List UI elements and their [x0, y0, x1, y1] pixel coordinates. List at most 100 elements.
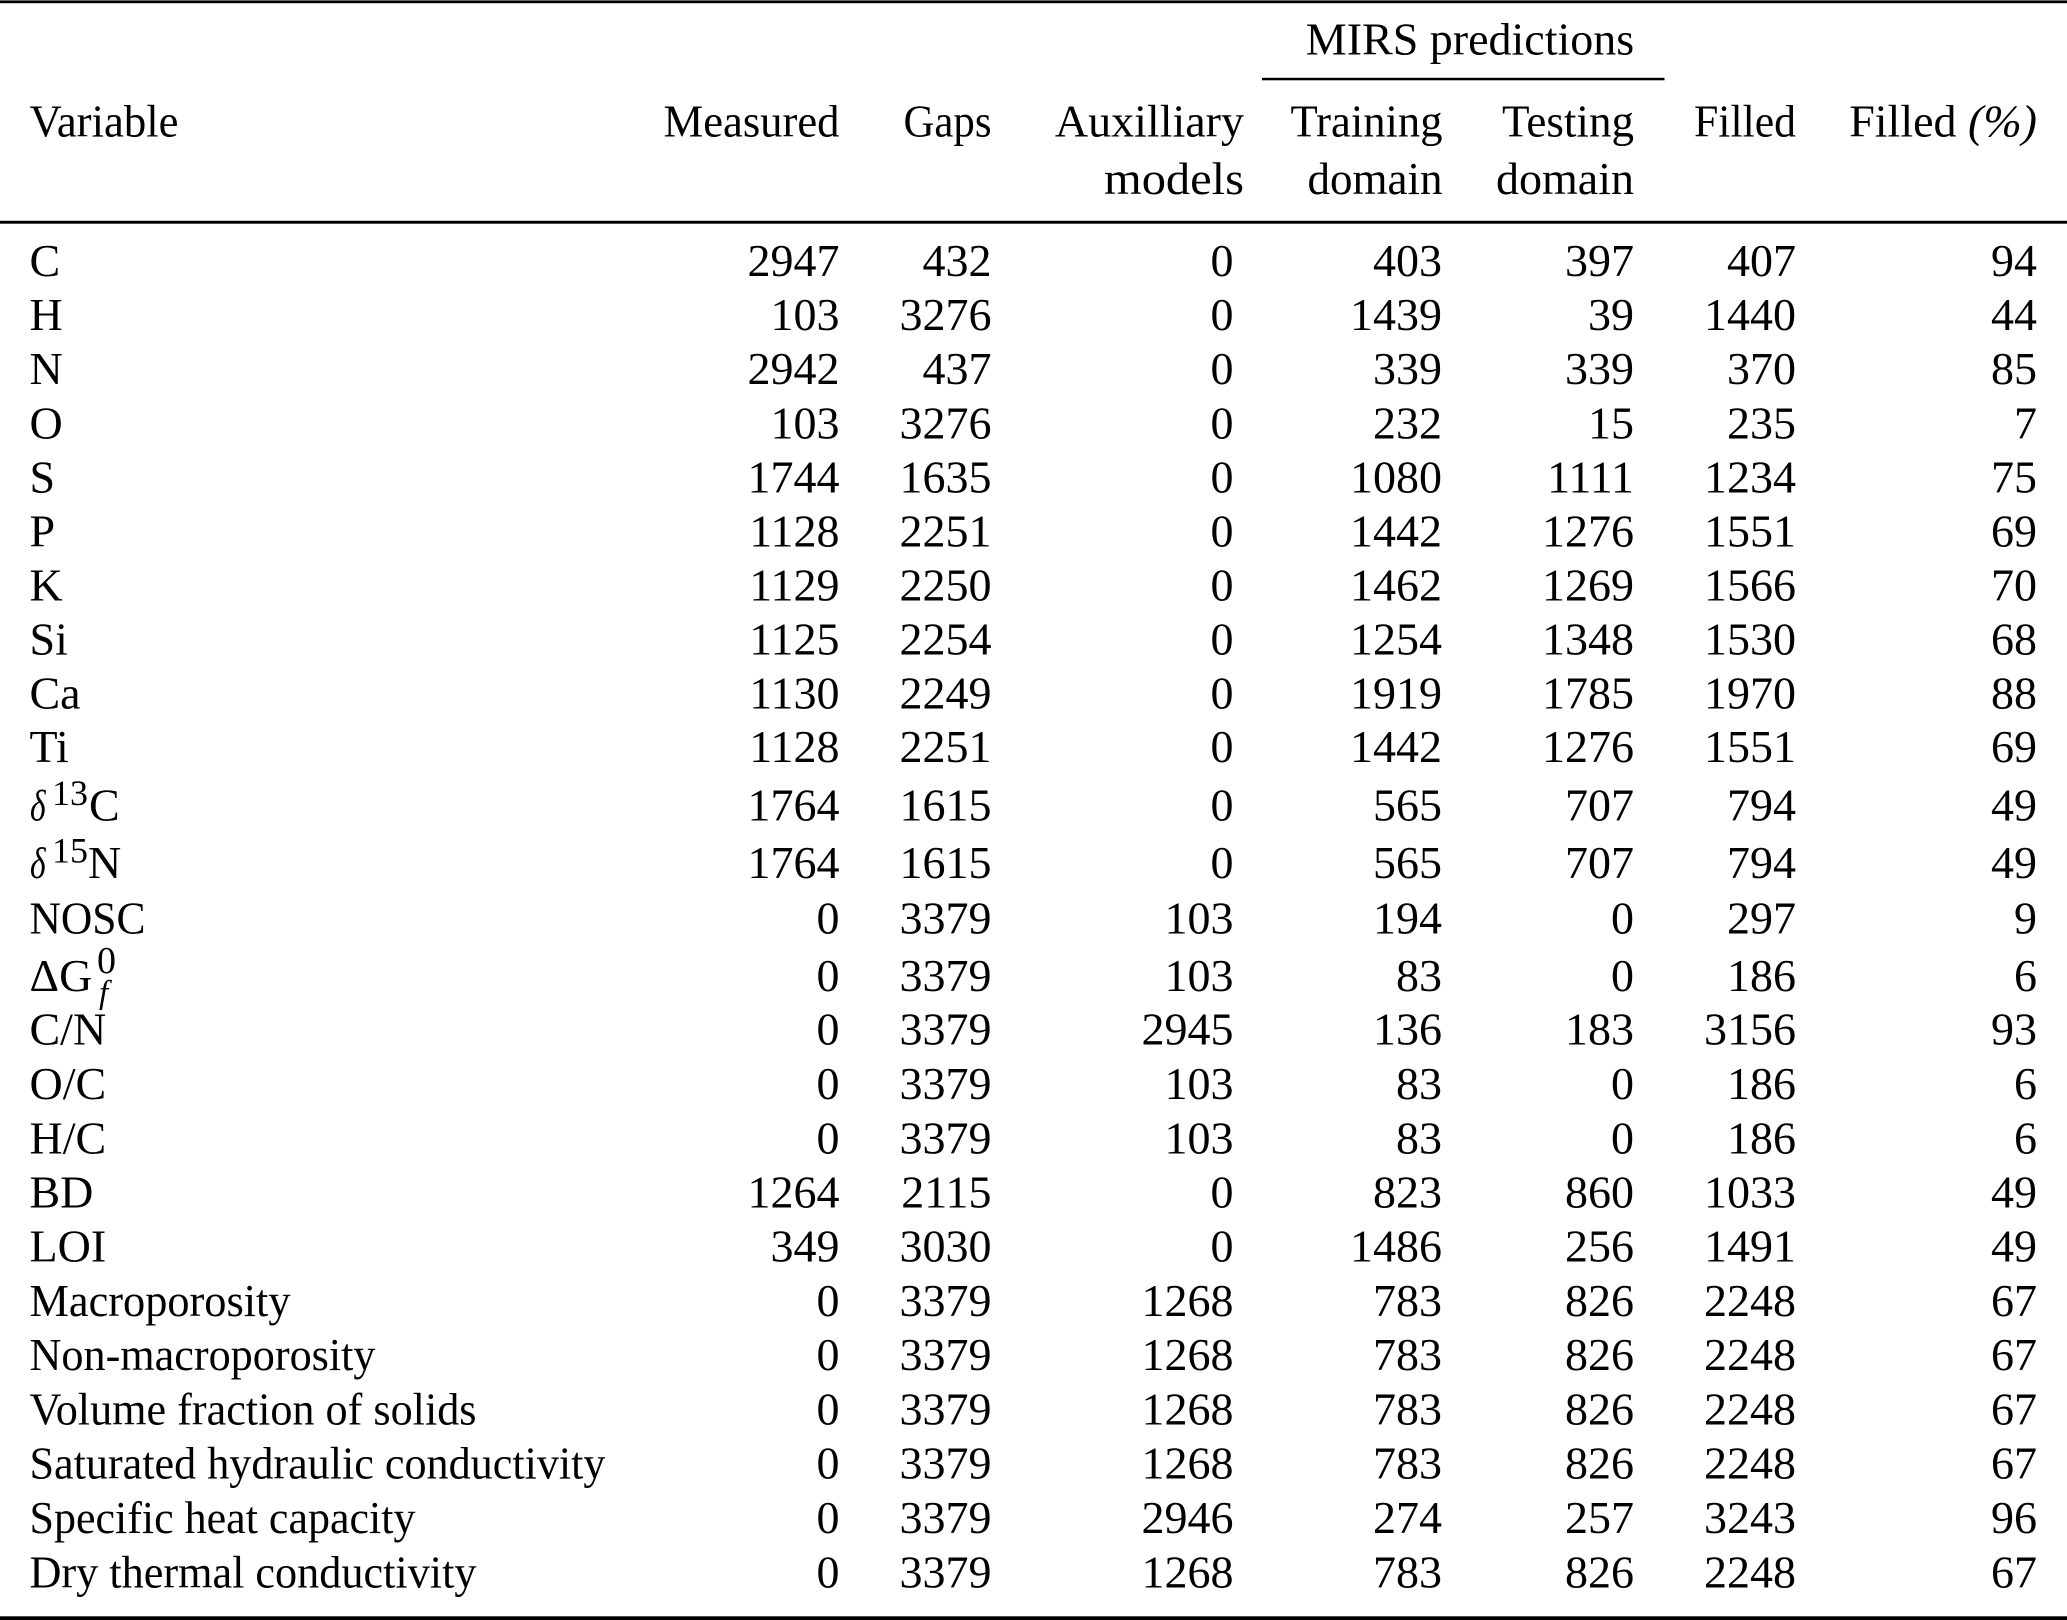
svg-text:6: 6 [2014, 950, 2037, 1001]
svg-text:LOI: LOI [30, 1221, 107, 1272]
svg-text:826: 826 [1565, 1384, 1634, 1435]
svg-text:0: 0 [817, 1438, 840, 1489]
svg-text:1268: 1268 [1142, 1547, 1234, 1598]
svg-text:1744: 1744 [748, 452, 840, 503]
svg-text:0: 0 [817, 1492, 840, 1543]
svg-text:2254: 2254 [900, 614, 992, 665]
svg-text:O: O [30, 398, 63, 449]
svg-text:Ca: Ca [30, 668, 81, 719]
svg-text:1268: 1268 [1142, 1384, 1234, 1435]
svg-text:103: 103 [771, 398, 840, 449]
svg-text:7: 7 [2014, 398, 2037, 449]
svg-text:67: 67 [1991, 1438, 2037, 1489]
svg-text:1268: 1268 [1142, 1329, 1234, 1380]
svg-text:O/C: O/C [30, 1058, 107, 1109]
svg-text:1128: 1128 [749, 506, 839, 557]
svg-text:85: 85 [1991, 343, 2037, 394]
svg-text:349: 349 [771, 1221, 840, 1272]
svg-text:Training: Training [1291, 95, 1443, 146]
svg-text:1268: 1268 [1142, 1275, 1234, 1326]
svg-text:103: 103 [1165, 950, 1234, 1001]
svg-text:1276: 1276 [1542, 506, 1634, 557]
svg-text:0: 0 [1211, 506, 1234, 557]
svg-text:0: 0 [1211, 452, 1234, 503]
svg-text:397: 397 [1565, 235, 1634, 286]
svg-text:domain: domain [1308, 153, 1443, 204]
svg-text:565: 565 [1373, 837, 1442, 888]
svg-text:183: 183 [1565, 1004, 1634, 1055]
svg-text:0: 0 [1211, 721, 1234, 772]
svg-text:0: 0 [97, 940, 116, 982]
svg-text:83: 83 [1396, 1058, 1442, 1109]
svg-text:2250: 2250 [900, 560, 992, 611]
svg-text:67: 67 [1991, 1275, 2037, 1326]
svg-text:75: 75 [1991, 452, 2037, 503]
svg-text:3243: 3243 [1704, 1492, 1796, 1543]
svg-text:44: 44 [1991, 289, 2037, 340]
svg-text:Volume fraction of solids: Volume fraction of solids [30, 1384, 477, 1435]
svg-text:49: 49 [1991, 1167, 2037, 1218]
svg-text:860: 860 [1565, 1167, 1634, 1218]
svg-text:0: 0 [1211, 1167, 1234, 1218]
svg-text:0: 0 [1211, 837, 1234, 888]
svg-text:1442: 1442 [1350, 506, 1442, 557]
svg-text:0: 0 [817, 1547, 840, 1598]
svg-text:794: 794 [1727, 780, 1796, 831]
svg-text:69: 69 [1991, 506, 2037, 557]
svg-text:0: 0 [1211, 668, 1234, 719]
svg-text:Specific heat capacity: Specific heat capacity [30, 1492, 416, 1543]
svg-text:103: 103 [771, 289, 840, 340]
svg-text:Filled (%): Filled (%) [1849, 95, 2037, 146]
svg-text:0: 0 [1211, 614, 1234, 665]
svg-text:3379: 3379 [900, 893, 992, 944]
svg-text:0: 0 [1611, 1058, 1634, 1109]
svg-text:1276: 1276 [1542, 721, 1634, 772]
svg-text:0: 0 [1211, 560, 1234, 611]
svg-text:297: 297 [1727, 893, 1796, 944]
svg-text:67: 67 [1991, 1329, 2037, 1380]
svg-text:274: 274 [1373, 1492, 1442, 1543]
svg-text:339: 339 [1565, 343, 1634, 394]
svg-text:565: 565 [1373, 780, 1442, 831]
svg-text:235: 235 [1727, 398, 1796, 449]
svg-text:49: 49 [1991, 780, 2037, 831]
svg-text:0: 0 [817, 1004, 840, 1055]
svg-text:1125: 1125 [749, 614, 839, 665]
svg-text:1785: 1785 [1542, 668, 1634, 719]
svg-text:2248: 2248 [1704, 1384, 1796, 1435]
svg-text:186: 186 [1727, 950, 1796, 1001]
svg-text:1440: 1440 [1704, 289, 1796, 340]
svg-text:826: 826 [1565, 1329, 1634, 1380]
svg-text:3379: 3379 [900, 1058, 992, 1109]
svg-text:49: 49 [1991, 837, 2037, 888]
svg-text:103: 103 [1165, 1113, 1234, 1164]
svg-text:407: 407 [1727, 235, 1796, 286]
svg-text:794: 794 [1727, 837, 1796, 888]
svg-text:232: 232 [1373, 398, 1442, 449]
svg-text:0: 0 [1611, 893, 1634, 944]
svg-text:3379: 3379 [900, 1492, 992, 1543]
svg-text:15: 15 [1588, 398, 1634, 449]
svg-text:BD: BD [30, 1167, 94, 1218]
svg-text:Macroporosity: Macroporosity [30, 1275, 291, 1326]
svg-text:186: 186 [1727, 1113, 1796, 1164]
svg-text:Gaps: Gaps [904, 95, 992, 146]
svg-text:δ: δ [30, 840, 46, 888]
svg-text:3379: 3379 [900, 1438, 992, 1489]
svg-text:2251: 2251 [900, 506, 992, 557]
svg-text:1764: 1764 [748, 780, 840, 831]
svg-text:1551: 1551 [1704, 721, 1796, 772]
svg-text:826: 826 [1565, 1547, 1634, 1598]
svg-text:Filled: Filled [1694, 95, 1796, 146]
svg-text:9: 9 [2014, 893, 2037, 944]
svg-text:0: 0 [817, 1384, 840, 1435]
svg-text:783: 783 [1373, 1547, 1442, 1598]
svg-text:Dry thermal conductivity: Dry thermal conductivity [30, 1547, 477, 1598]
svg-text:MIRS predictions: MIRS predictions [1306, 14, 1634, 65]
svg-text:0: 0 [817, 1329, 840, 1380]
svg-text:3276: 3276 [900, 398, 992, 449]
svg-text:1080: 1080 [1350, 452, 1442, 503]
svg-text:15: 15 [52, 831, 88, 871]
svg-text:2945: 2945 [1142, 1004, 1234, 1055]
svg-text:783: 783 [1373, 1329, 1442, 1380]
